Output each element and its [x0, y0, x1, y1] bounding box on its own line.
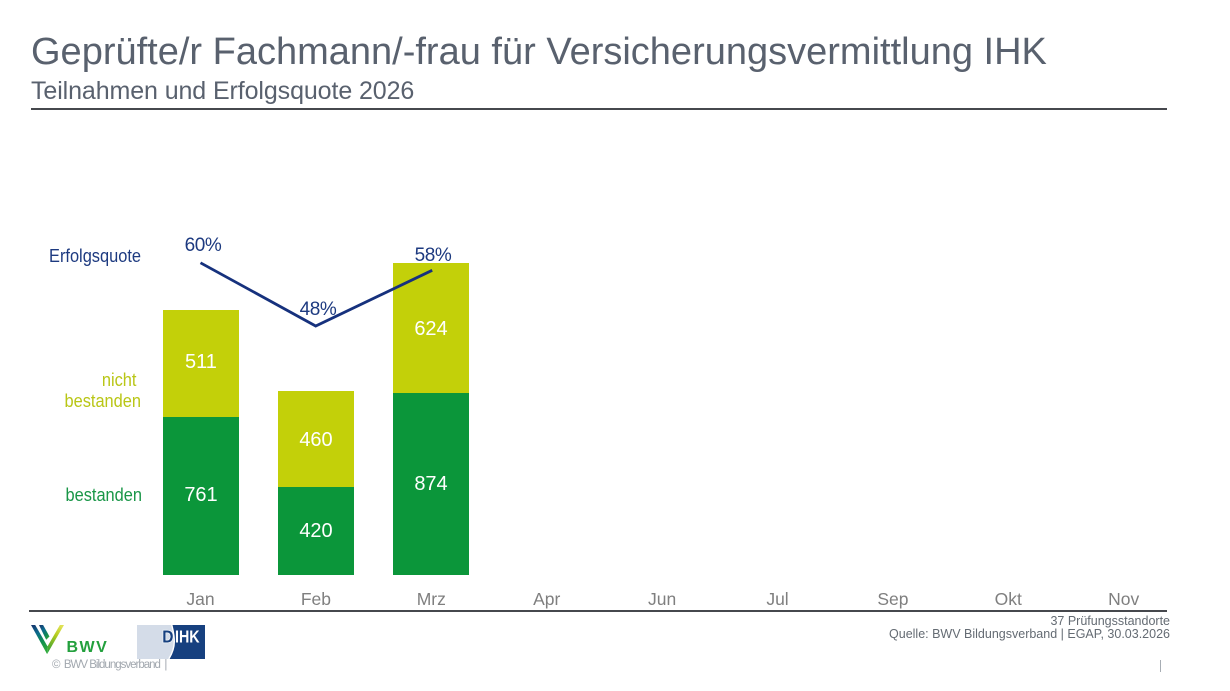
svg-text:D: D: [162, 626, 173, 646]
svg-text:IHK: IHK: [175, 626, 200, 646]
